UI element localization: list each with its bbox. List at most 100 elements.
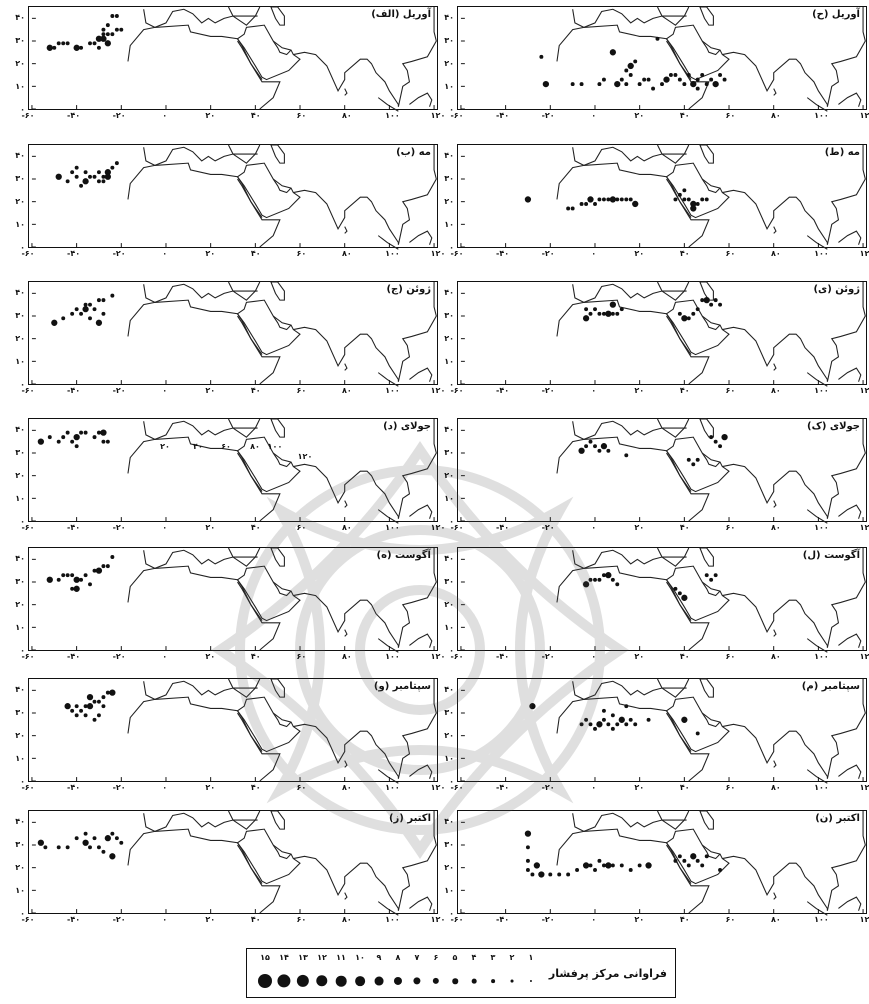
x-tick-label: ۱۰۰ [814, 249, 829, 258]
legend-size-dot [432, 977, 440, 985]
coastline [237, 452, 263, 492]
pressure-center-point [619, 197, 624, 202]
x-tick-label: ۱۲۰ [430, 386, 446, 395]
x-tick-label: -۴۰ [496, 111, 510, 120]
pressure-center-point [114, 27, 119, 32]
map-panel: آگوست (ل) [457, 547, 867, 653]
pressure-center-point [83, 831, 88, 836]
coastline [699, 281, 714, 301]
pressure-center-point [646, 77, 651, 82]
pressure-center-point [601, 573, 606, 578]
pressure-center-point [704, 573, 709, 578]
pressure-center-point [593, 726, 597, 731]
pressure-center-point [566, 206, 571, 211]
panel-title: جولای (د) [383, 421, 431, 432]
x-tick-label: ۸۰ [770, 386, 781, 395]
y-tick-label: ۴۰ [444, 684, 454, 694]
pressure-center-point [73, 44, 80, 51]
coastline [228, 144, 258, 155]
x-tick-label: ۰ [162, 523, 168, 532]
pressure-center-point [713, 298, 718, 303]
legend-size-dot [393, 976, 403, 986]
x-tick-label: ۰ [162, 249, 168, 258]
y-tick-label: ۰ [449, 105, 454, 114]
coastline [806, 901, 828, 916]
pressure-center-point [668, 73, 673, 77]
x-tick-label: -۴۰ [67, 386, 81, 395]
x-tick-label: ۱۰۰ [814, 523, 829, 532]
coastline [272, 315, 292, 331]
x-tick-label: -۲۰ [112, 915, 126, 924]
y-tick-label: ۳۰ [444, 310, 454, 320]
coastline [293, 7, 437, 107]
pressure-center-point [65, 41, 70, 46]
pressure-center-point [606, 722, 611, 727]
coastline [722, 419, 866, 519]
y-tick-label: ۳۰ [15, 576, 25, 586]
pressure-center-point [704, 854, 709, 859]
pressure-center-point [61, 435, 66, 440]
pressure-center-point [584, 201, 589, 206]
coastline [665, 828, 730, 885]
x-tick-label: ۶۰ [725, 783, 736, 792]
coastline [228, 281, 258, 292]
x-tick-label: ۴۰ [250, 915, 261, 924]
panel-title: ژوئن (ج) [386, 284, 431, 295]
x-tick-label: -۲۰ [541, 523, 555, 532]
coastline [143, 547, 261, 569]
legend-size-dot [374, 976, 384, 986]
x-tick-label: ۱۲۰ [430, 249, 446, 258]
coastline [344, 500, 348, 508]
pressure-center-point [588, 439, 593, 444]
coastline [272, 844, 292, 860]
pressure-center-point [529, 703, 536, 710]
pressure-center-point [104, 169, 111, 176]
x-tick-label: ۶۰ [725, 386, 736, 395]
pressure-center-point [610, 577, 615, 582]
pressure-center-point [582, 581, 590, 588]
coastline [665, 696, 730, 753]
pressure-center-point [570, 82, 575, 87]
coastline [270, 418, 285, 438]
x-tick-label: ۴۰ [679, 915, 690, 924]
coastline [272, 40, 292, 56]
coastline [572, 810, 690, 832]
x-tick-label: ۴۰ [250, 386, 261, 395]
x-tick-label: -۲۰ [112, 249, 126, 258]
pressure-center-point [606, 448, 611, 453]
coastline [237, 178, 263, 218]
x-tick-label: -۶۰ [450, 111, 464, 120]
x-tick-label: ۲۰ [634, 915, 645, 924]
legend-count-label: ۱۰ [355, 953, 365, 962]
coastline [270, 678, 285, 698]
pressure-center-point [695, 201, 700, 206]
x-tick-label: -۲۰ [112, 523, 126, 532]
coastline [806, 769, 828, 784]
pressure-center-point [677, 854, 682, 859]
coastline [143, 281, 261, 303]
map-svg [460, 281, 866, 387]
map-svg [460, 547, 866, 653]
pressure-center-point [64, 703, 71, 710]
x-tick-label: -۲۰ [541, 783, 555, 792]
pressure-center-point [70, 586, 75, 591]
coastline [838, 764, 862, 779]
legend-count-label: ۱۳ [298, 953, 308, 962]
pressure-center-point [601, 863, 606, 868]
pressure-center-point [92, 41, 97, 46]
pressure-center-point [525, 845, 530, 850]
pressure-center-point [88, 174, 92, 179]
pressure-center-point [593, 577, 597, 582]
y-tick-label: ۱۰ [15, 885, 25, 895]
pressure-center-point [690, 200, 697, 208]
map-svg [31, 6, 437, 112]
x-tick-label: ۴۰ [250, 783, 261, 792]
pressure-center-point [642, 77, 647, 82]
coastline [228, 547, 258, 558]
x-tick-label: ۲۰ [205, 783, 216, 792]
coastline [236, 696, 301, 753]
y-tick-label: ۰ [20, 777, 25, 786]
coastline [773, 226, 777, 234]
pressure-center-point [65, 845, 70, 850]
pressure-center-point [619, 77, 624, 82]
